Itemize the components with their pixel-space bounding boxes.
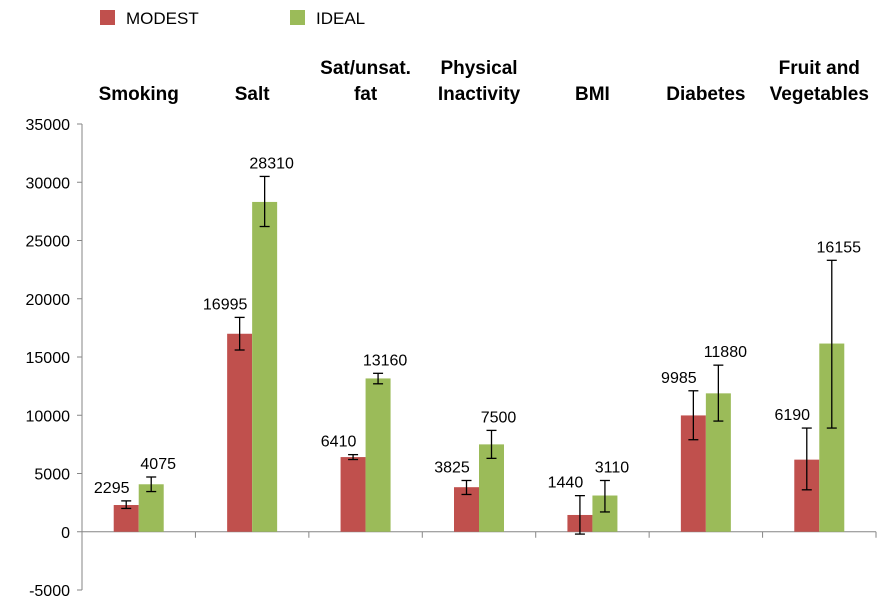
category-label: Vegetables (770, 84, 869, 105)
category-label: Diabetes (666, 84, 745, 105)
category-label: fat (354, 84, 378, 105)
category-label: Sat/unsat. (320, 58, 411, 79)
data-label: 4075 (140, 456, 176, 473)
category-label: Smoking (99, 84, 179, 105)
data-label: 3825 (434, 459, 470, 476)
data-label: 7500 (481, 409, 517, 426)
data-label: 1440 (548, 475, 584, 492)
data-label: 3110 (595, 459, 630, 476)
y-tick-label: 25000 (26, 234, 71, 251)
category-label: Inactivity (438, 84, 521, 105)
category-label: Salt (235, 84, 271, 105)
data-label: 2295 (94, 480, 130, 497)
category-label: Physical (440, 58, 517, 79)
data-label: 16995 (203, 296, 248, 313)
category-label: Fruit and (779, 58, 860, 79)
legend: MODEST IDEAL (100, 9, 365, 28)
y-tick-label: 5000 (34, 467, 70, 484)
error-bars (121, 175, 837, 535)
y-tick-label: 35000 (26, 117, 71, 134)
data-label: 6190 (774, 407, 810, 424)
bar-modest (227, 333, 253, 532)
y-tick-label: 0 (61, 525, 70, 542)
category-label: BMI (575, 84, 610, 105)
y-tick-label: 30000 (26, 175, 71, 192)
legend-label: IDEAL (316, 9, 365, 28)
data-labels: 2295 16995 6410 3825 1440 9985 6190 4075 28310 13… (94, 155, 861, 496)
data-label: 11880 (704, 344, 747, 361)
data-label: 13160 (363, 352, 408, 369)
legend-swatch-ideal (290, 10, 305, 25)
legend-swatch-modest (100, 10, 115, 25)
legend-label: MODEST (126, 9, 199, 28)
category-labels: Smoking Salt Sat/unsat. fat Physical Inactivi… (99, 58, 869, 105)
bar-modest (113, 505, 139, 532)
data-label: 28310 (249, 155, 294, 172)
bar-ideal (365, 378, 391, 532)
bar-modest (340, 457, 366, 532)
y-tick-label: 10000 (26, 408, 71, 425)
data-label: 9985 (661, 370, 697, 387)
y-axis: 35000 30000 25000 20000 15000 10000 5000 0 -5000 (26, 117, 877, 598)
data-label: 16155 (817, 239, 862, 256)
y-tick-label: -5000 (29, 583, 70, 598)
data-label: 6410 (321, 434, 357, 451)
bars (113, 201, 845, 532)
y-tick-label: 15000 (26, 350, 71, 367)
bar-ideal (252, 201, 278, 532)
y-tick-label: 20000 (26, 292, 71, 309)
